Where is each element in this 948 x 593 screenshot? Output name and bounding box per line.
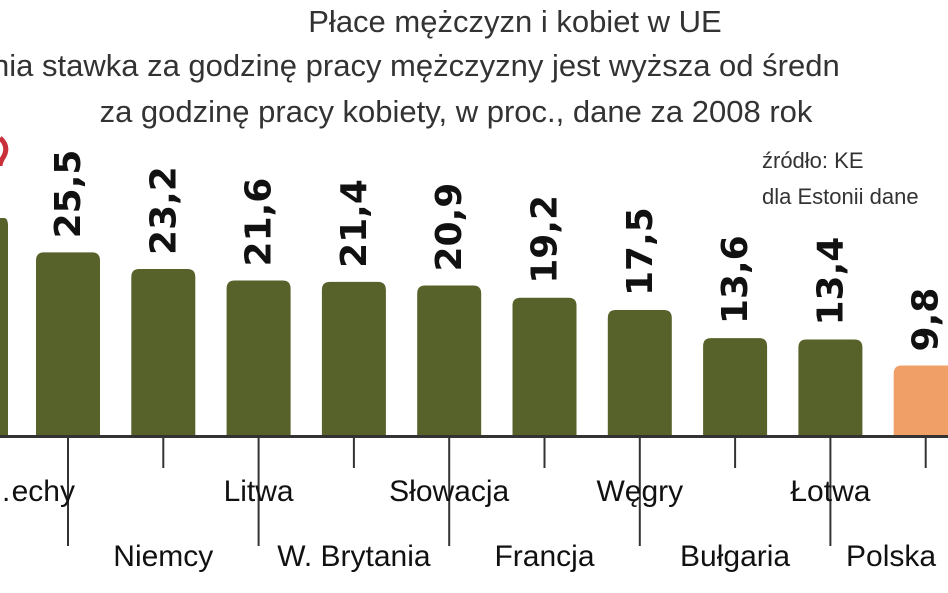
chart-subtitle-line-1: nia stawka za godzinę pracy mężczyzny je… — [0, 48, 840, 83]
bar-lotwa — [798, 339, 863, 436]
value-label-wegry: 17,5 — [620, 207, 661, 296]
bar-slowacja — [417, 285, 482, 436]
value-label-lotwa: 13,4 — [810, 237, 851, 326]
chart-subtitle-line-2: za godzinę pracy kobiety, w proc., dane … — [100, 94, 813, 129]
category-label-litwa: Litwa — [224, 475, 294, 508]
category-label-francja: Francja — [494, 540, 594, 573]
category-label-slowacja: Słowacja — [389, 475, 509, 508]
category-label-bulgaria: Bułgaria — [680, 540, 790, 573]
category-label-polska: Polska — [846, 540, 936, 573]
chart-title: Płace mężczyzn i kobiet w UE — [308, 4, 721, 39]
category-label-echy: …echy — [0, 475, 75, 508]
bar-echy — [36, 252, 100, 436]
bar-litwa — [226, 280, 291, 436]
category-label-niemcy: Niemcy — [113, 540, 213, 573]
bar-francja — [512, 297, 577, 436]
partial-annotation-mark — [0, 136, 9, 167]
value-label-francja: 19,2 — [525, 195, 566, 284]
bar-bulgaria — [703, 338, 768, 436]
value-label-niemcy: 23,2 — [143, 166, 184, 255]
category-label-w-brytania: W. Brytania — [277, 540, 431, 573]
partial-bar-left-edge — [0, 218, 8, 436]
bar-wegry — [607, 310, 672, 436]
category-label-lotwa: Łotwa — [790, 475, 870, 508]
bar-series — [36, 252, 948, 436]
source-note-line-2: dla Estonii dane — [762, 184, 919, 209]
value-label-w-brytania: 21,4 — [334, 179, 375, 268]
axis-ticks — [67, 436, 927, 546]
bar-polska — [893, 365, 948, 436]
value-label-slowacja: 20,9 — [429, 183, 470, 272]
category-label-wegry: Węgry — [596, 475, 683, 508]
bar-niemcy — [131, 268, 196, 436]
value-label-echy: 25,5 — [48, 150, 89, 239]
source-note-line-1: źródło: KE — [762, 148, 864, 173]
value-label-litwa: 21,6 — [239, 178, 280, 267]
category-labels: …echy Niemcy Litwa W. Brytania Słowacja Franc… — [0, 475, 936, 573]
value-label-polska: 9,8 — [906, 288, 947, 352]
value-label-bulgaria: 13,6 — [715, 235, 756, 324]
bar-w-brytania — [321, 281, 386, 436]
value-labels: 25,5 23,2 21,6 21,4 20,9 19,2 17,5 13,6 13,4 9,8 — [48, 150, 947, 352]
